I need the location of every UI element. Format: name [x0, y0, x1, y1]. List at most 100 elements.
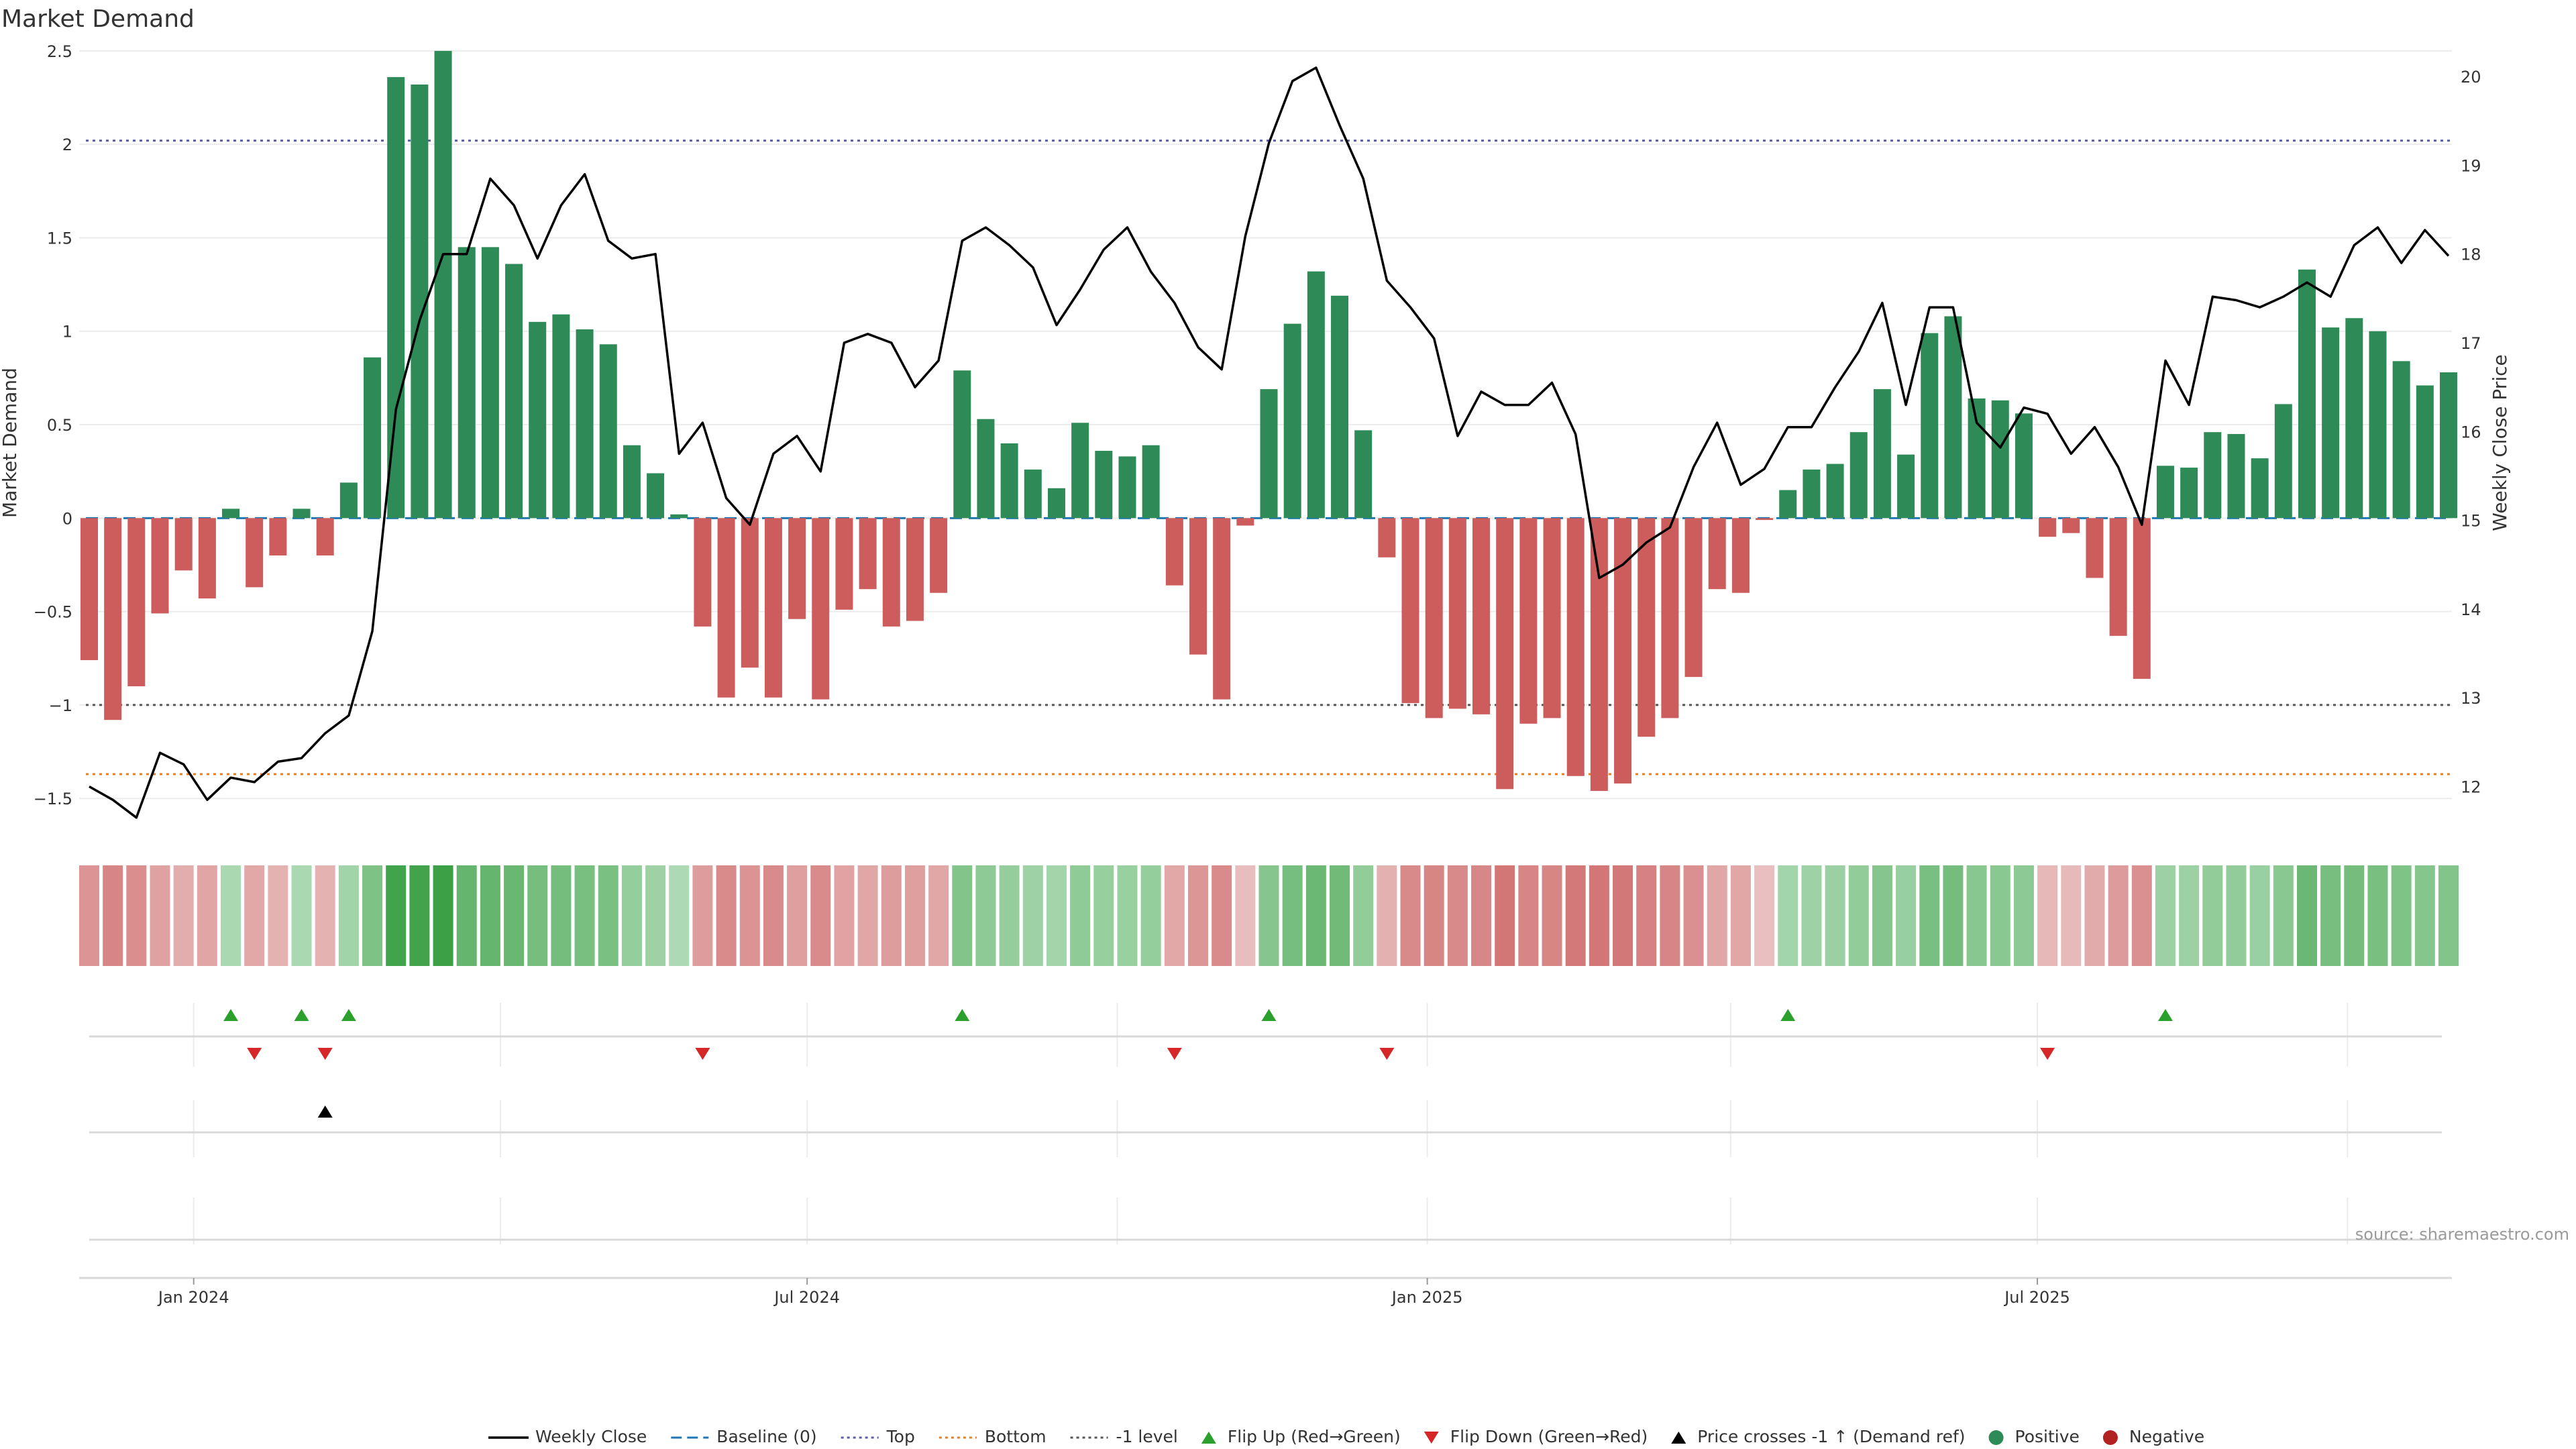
demand-bar [458, 247, 476, 519]
demand-bar [1991, 400, 2009, 519]
legend-label: Baseline (0) [716, 1427, 816, 1446]
demand-bar [104, 518, 122, 720]
demand-bar [2298, 269, 2316, 519]
y-axis-left: −1.5 −1 −0.5 0 0.5 1 1.5 2 2.5 [34, 42, 72, 808]
demand-bar [1708, 518, 1726, 590]
heat-strip-cell [1919, 865, 1940, 966]
demand-bar [1236, 518, 1254, 526]
heat-strip-cell [1258, 865, 1279, 966]
x-tick-label: Jan 2025 [1391, 1288, 1463, 1307]
demand-bar [1731, 518, 1750, 593]
flip-down-marker [1167, 1048, 1182, 1060]
legend-item: Price crosses -1 ↑ (Demand ref) [1671, 1427, 1966, 1446]
heat-strip-cell [173, 865, 194, 966]
heat-strip-cell [2320, 865, 2341, 966]
heat-strip-cell [315, 865, 335, 966]
heat-strip-cell [1848, 865, 1869, 966]
demand-bar [198, 518, 216, 599]
demand-bar [316, 518, 334, 556]
heat-strip-cell [1164, 865, 1185, 966]
demand-bar [1448, 518, 1466, 709]
demand-bar [80, 518, 98, 661]
flip-down-marker [317, 1048, 333, 1060]
heat-strip-cell [1070, 865, 1091, 966]
demand-bar [1472, 518, 1491, 714]
demand-bar [694, 518, 712, 627]
heat-strip-cell [2391, 865, 2412, 966]
heat-strip-cell [1212, 865, 1232, 966]
heat-strip-cell [1707, 865, 1727, 966]
heat-strip-cell [2249, 865, 2270, 966]
demand-bar [1519, 518, 1538, 724]
demand-bar [481, 247, 499, 519]
legend-item: -1 level [1070, 1427, 1178, 1446]
heat-strip-cell [1636, 865, 1657, 966]
demand-bar [364, 357, 382, 519]
legend-item: Baseline (0) [671, 1427, 817, 1446]
legend-swatch [1988, 1430, 2004, 1445]
heat-strip-cell [1589, 865, 1609, 966]
y-tick-label-left: 1.5 [47, 229, 72, 248]
flip-down-marker [2040, 1048, 2055, 1060]
flip-down-marker [247, 1048, 262, 1060]
heat-strip-cell [2414, 865, 2435, 966]
demand-bar [434, 50, 452, 519]
flip-up-marker [1780, 1009, 1796, 1021]
demand-bar [1897, 454, 1915, 519]
demand-bar [2440, 372, 2457, 519]
source-label: source: sharemaestro.com [2355, 1225, 2569, 1244]
heat-strip-cell [338, 865, 359, 966]
demand-bar [552, 314, 570, 519]
legend-item: Top [841, 1427, 915, 1446]
demand-bar [1684, 518, 1703, 678]
demand-bar [1260, 389, 1278, 519]
legend-label: Bottom [985, 1427, 1046, 1446]
demand-bar [2204, 432, 2222, 519]
demand-bar [930, 518, 948, 593]
demand-bar [1921, 333, 1939, 519]
demand-bar [2180, 468, 2198, 519]
demand-bar [1756, 518, 1774, 521]
legend-label: Negative [2129, 1427, 2204, 1446]
legend-label: Flip Down (Green→Red) [1450, 1427, 1648, 1446]
demand-bar [269, 518, 287, 556]
demand-bar [882, 518, 900, 627]
legend-label: Top [886, 1427, 915, 1446]
legend-swatch [1424, 1432, 1439, 1444]
demand-bar [127, 518, 146, 687]
legend: Weekly Close Baseline (0) Top Bottom -1 leve… [488, 1427, 2204, 1446]
heat-strip-cell [1613, 865, 1633, 966]
heat-strip-cell [2226, 865, 2247, 966]
signal-panels [89, 1003, 2442, 1244]
heat-strip-cell [2344, 865, 2365, 966]
heat-strip-cell [2084, 865, 2105, 966]
legend-label: Weekly Close [535, 1427, 647, 1446]
demand-bar [812, 518, 830, 700]
legend-item: Positive [1988, 1427, 2080, 1446]
heat-strip-cell [2108, 865, 2129, 966]
heat-strip-cell [1683, 865, 1704, 966]
demand-bar [1543, 518, 1561, 718]
flip-down-marker [1379, 1048, 1395, 1060]
demand-bar [2156, 466, 2174, 519]
heat-strip-cell [1330, 865, 1350, 966]
heat-strip-cell [1896, 865, 1917, 966]
heat-strip-cell [1282, 865, 1303, 966]
y-tick-label-left: 0.5 [47, 416, 72, 435]
demand-bar [623, 445, 641, 519]
heat-strip-cell [1235, 865, 1256, 966]
heat-strip-cell [197, 865, 217, 966]
y-tick-label-left: 0 [62, 509, 72, 528]
heat-strip-cell [1778, 865, 1799, 966]
demand-bar [1401, 518, 1419, 704]
demand-bar [1189, 518, 1207, 655]
heat-strip-cell [787, 865, 808, 966]
heat-strip-cell [1966, 865, 1987, 966]
heat-strip-cell [1825, 865, 1845, 966]
heat-strip-cell [1117, 865, 1138, 966]
heat-strip-cell [1187, 865, 1208, 966]
heat-strip-cell [1022, 865, 1043, 966]
y-tick-label-right: 13 [2461, 689, 2481, 708]
y-tick-label-right: 19 [2461, 156, 2481, 175]
demand-bar [1354, 430, 1373, 519]
